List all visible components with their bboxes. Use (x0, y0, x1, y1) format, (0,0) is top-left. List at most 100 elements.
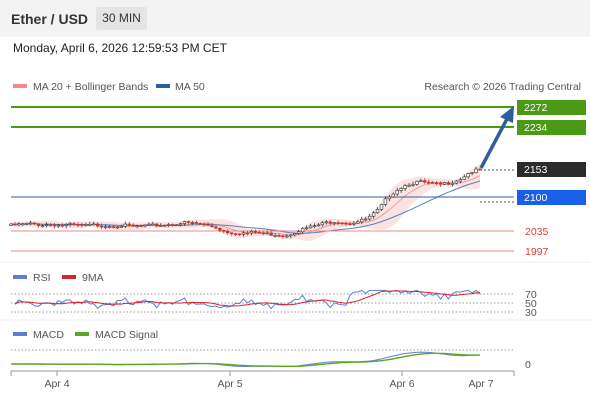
candle-body (76, 224, 80, 226)
x-tick-apr5: Apr 5 (217, 378, 242, 390)
candle-body (9, 223, 13, 226)
candle-body (186, 221, 191, 223)
rsi-tick-30: 30 (525, 307, 537, 319)
candle-body (466, 173, 470, 178)
candle-body (56, 224, 60, 227)
candle-body (371, 212, 376, 217)
candle-body (285, 235, 289, 238)
candle-body (407, 184, 411, 187)
candle-body (72, 223, 76, 225)
timeframe-button[interactable]: 30 MIN (96, 7, 147, 30)
candle-body (80, 224, 84, 226)
candle-body (131, 224, 135, 227)
candle-body (304, 227, 309, 230)
candle-body (312, 225, 317, 228)
candle-body (344, 222, 348, 225)
resistance-1-badge (517, 120, 586, 135)
macd-tick-0: 0 (525, 359, 531, 371)
candle-body (29, 222, 33, 225)
x-tick-apr4: Apr 4 (44, 378, 69, 390)
candle-body (119, 226, 124, 228)
candle-body (155, 223, 159, 227)
candle-body (206, 224, 210, 226)
candle-body (324, 221, 328, 224)
candle-body (356, 221, 360, 224)
rsi-ma-legend-label: 9MA (82, 272, 104, 284)
candle-body (166, 224, 171, 226)
candle-body (123, 223, 127, 227)
candle-body (60, 224, 64, 227)
candle-body (281, 235, 285, 238)
candle-body (36, 223, 41, 226)
ma50-legend-swatch (156, 84, 170, 88)
candle-body (139, 225, 143, 227)
candle-body (308, 225, 313, 229)
candle-body (434, 182, 439, 185)
candle-body (367, 215, 372, 220)
credit-label: Research © 2026 Trading Central (424, 81, 581, 93)
candle-body (277, 234, 281, 237)
candle-body (423, 180, 427, 183)
candle-body (328, 221, 332, 224)
candle-body (111, 226, 116, 228)
chart-datetime: Monday, April 6, 2026 12:59:53 PM CET (13, 41, 227, 55)
rsi-ma-line (14, 290, 480, 307)
candle-body (450, 182, 455, 185)
candle-body (442, 182, 447, 185)
candle-body (360, 218, 364, 223)
projection-arrow-head (500, 106, 514, 123)
candle-body (13, 223, 17, 226)
candle-body (174, 224, 179, 227)
candle-body (214, 226, 218, 229)
support-1-value: 2035 (525, 226, 549, 238)
candle-body (84, 224, 88, 226)
candle-body (383, 198, 388, 205)
candle-body (438, 182, 443, 185)
candle-body (446, 182, 451, 185)
candle-body (198, 223, 202, 225)
candle-body (48, 224, 53, 226)
candle-body (297, 231, 301, 234)
candle-body (17, 223, 21, 226)
support-2-value: 1997 (525, 246, 549, 258)
candle-body (348, 223, 352, 226)
candle-body (222, 229, 226, 232)
candle-body (151, 223, 155, 226)
candle-body (178, 223, 183, 226)
candle-body (52, 224, 57, 227)
candle-body (88, 223, 92, 226)
macd-signal-line (11, 352, 480, 367)
projection-arrow-shaft (479, 116, 510, 169)
candle-body (233, 233, 238, 235)
macd-legend-label: MACD (33, 329, 64, 341)
candle-body (375, 209, 380, 213)
candle-body (269, 232, 273, 236)
macd-legend-swatch (13, 332, 27, 336)
candle-body (320, 222, 325, 226)
chart-panel (0, 37, 590, 400)
candle-body (257, 231, 261, 234)
candle-body (415, 181, 419, 185)
candle-body (273, 234, 277, 237)
candle-body (261, 232, 265, 234)
candle-body (241, 232, 246, 235)
candle-body (40, 225, 45, 227)
candle-body (68, 223, 72, 225)
macd-signal-legend-swatch (75, 332, 89, 336)
candle-body (411, 183, 415, 186)
candle-body (427, 181, 431, 184)
candle-body (143, 224, 147, 227)
candlestick-series (9, 167, 482, 239)
candle-body (202, 223, 206, 226)
candle-body (379, 204, 384, 210)
candle-body (454, 180, 459, 184)
candle-body (147, 223, 151, 226)
header-bar: Ether / USD 30 MIN (0, 0, 590, 37)
candle-body (25, 223, 29, 225)
candle-body (364, 218, 368, 221)
candle-body (470, 172, 474, 174)
resistance-2-badge (517, 100, 586, 115)
bollinger-band (11, 164, 480, 241)
candle-body (300, 228, 305, 233)
macd-signal-legend-label: MACD Signal (95, 329, 158, 341)
